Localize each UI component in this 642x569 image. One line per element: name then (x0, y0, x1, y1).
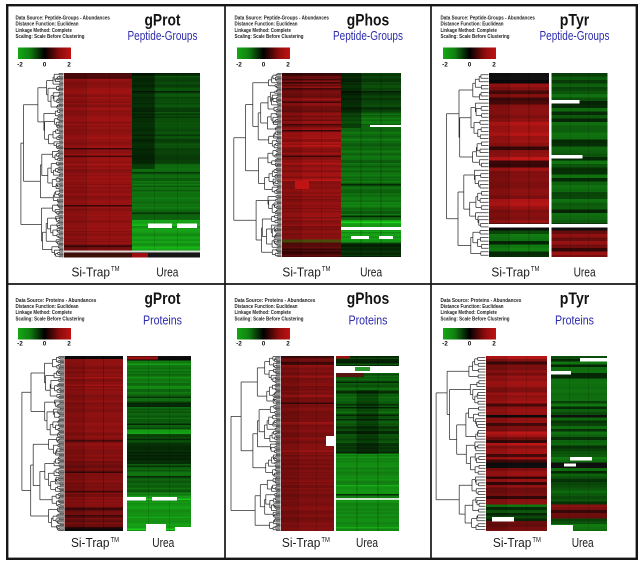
svg-text:Data Source: Peptide-Groups -: Data Source: Peptide-Groups - Abundances (235, 15, 329, 21)
svg-text:TM: TM (111, 535, 120, 544)
svg-text:Urea: Urea (360, 264, 383, 279)
svg-text:pTyr: pTyr (560, 10, 590, 29)
svg-text:Distance Function: Euclidean: Distance Function: Euclidean (235, 304, 298, 310)
svg-text:Scaling: Scale Before Clusteri: Scaling: Scale Before Clustering (235, 34, 304, 40)
svg-text:Distance Function: Euclidean: Distance Function: Euclidean (441, 22, 504, 28)
svg-text:Linkage Method: Complete: Linkage Method: Complete (441, 28, 497, 34)
svg-text:Peptide-Groups: Peptide-Groups (128, 28, 198, 43)
svg-text:2: 2 (67, 62, 71, 69)
svg-text:gProt: gProt (145, 10, 181, 29)
svg-text:Scaling: Scale Before Clusteri: Scaling: Scale Before Clustering (441, 316, 510, 322)
svg-text:TM: TM (532, 535, 541, 544)
svg-text:-2: -2 (442, 341, 448, 348)
svg-text:Si-Trap: Si-Trap (491, 264, 530, 279)
svg-text:Proteins: Proteins (143, 313, 182, 328)
svg-text:Scaling: Scale Before Clusteri: Scaling: Scale Before Clustering (441, 34, 510, 40)
svg-text:gProt: gProt (145, 289, 181, 308)
svg-text:-2: -2 (442, 62, 448, 69)
svg-text:gPhos: gPhos (347, 10, 389, 29)
svg-text:Peptide-Groups: Peptide-Groups (333, 28, 403, 43)
svg-text:Scaling: Scale Before Clusteri: Scaling: Scale Before Clustering (16, 316, 85, 322)
svg-text:TM: TM (531, 264, 540, 273)
svg-text:Linkage Method: Complete: Linkage Method: Complete (235, 310, 291, 316)
svg-text:Data Source: Proteins - Abunda: Data Source: Proteins - Abundances (16, 298, 97, 304)
svg-text:Linkage Method: Complete: Linkage Method: Complete (235, 28, 291, 34)
svg-text:0: 0 (468, 341, 472, 348)
svg-text:pTyr: pTyr (560, 289, 590, 308)
svg-text:0: 0 (43, 341, 47, 348)
svg-text:Urea: Urea (152, 535, 175, 550)
svg-text:-2: -2 (17, 341, 23, 348)
svg-text:Proteins: Proteins (555, 313, 594, 328)
svg-text:Si-Trap: Si-Trap (72, 264, 111, 279)
svg-text:0: 0 (262, 62, 266, 69)
svg-text:Scaling: Scale Before Clusteri: Scaling: Scale Before Clustering (235, 316, 304, 322)
svg-text:2: 2 (492, 341, 496, 348)
svg-text:2: 2 (286, 341, 290, 348)
svg-text:Si-Trap: Si-Trap (71, 535, 110, 550)
svg-text:Linkage Method: Complete: Linkage Method: Complete (16, 310, 72, 316)
svg-text:0: 0 (262, 341, 266, 348)
svg-text:Data Source: Peptide-Groups -: Data Source: Peptide-Groups - Abundances (16, 15, 110, 21)
svg-text:Urea: Urea (572, 535, 595, 550)
svg-text:Distance Function: Euclidean: Distance Function: Euclidean (16, 304, 79, 310)
svg-text:Distance Function: Euclidean: Distance Function: Euclidean (441, 304, 504, 310)
svg-text:Urea: Urea (356, 535, 379, 550)
svg-text:Linkage Method: Complete: Linkage Method: Complete (16, 28, 72, 34)
svg-text:Si-Trap: Si-Trap (282, 264, 321, 279)
svg-text:Urea: Urea (574, 264, 597, 279)
svg-text:-2: -2 (17, 62, 23, 69)
svg-text:Data Source: Proteins - Abunda: Data Source: Proteins - Abundances (441, 298, 522, 304)
svg-text:Data Source: Peptide-Groups -: Data Source: Peptide-Groups - Abundances (441, 15, 535, 21)
svg-text:TM: TM (322, 264, 331, 273)
svg-text:Si-Trap: Si-Trap (282, 535, 321, 550)
svg-text:Data Source: Proteins - Abunda: Data Source: Proteins - Abundances (235, 298, 316, 304)
svg-text:0: 0 (468, 62, 472, 69)
svg-text:Si-Trap: Si-Trap (493, 535, 532, 550)
svg-text:2: 2 (67, 341, 71, 348)
svg-text:Urea: Urea (156, 264, 179, 279)
svg-text:-2: -2 (236, 62, 242, 69)
svg-text:Peptide-Groups: Peptide-Groups (540, 28, 610, 43)
svg-text:gPhos: gPhos (347, 289, 389, 308)
svg-text:TM: TM (111, 264, 120, 273)
svg-text:Scaling: Scale Before Clusteri: Scaling: Scale Before Clustering (16, 34, 85, 40)
svg-text:Proteins: Proteins (349, 313, 388, 328)
svg-text:2: 2 (286, 62, 290, 69)
svg-text:0: 0 (43, 62, 47, 69)
svg-text:2: 2 (492, 62, 496, 69)
svg-text:TM: TM (321, 535, 330, 544)
svg-text:Distance Function: Euclidean: Distance Function: Euclidean (235, 22, 298, 28)
svg-text:Linkage Method: Complete: Linkage Method: Complete (441, 310, 497, 316)
svg-text:-2: -2 (236, 341, 242, 348)
svg-text:Distance Function: Euclidean: Distance Function: Euclidean (16, 22, 79, 28)
